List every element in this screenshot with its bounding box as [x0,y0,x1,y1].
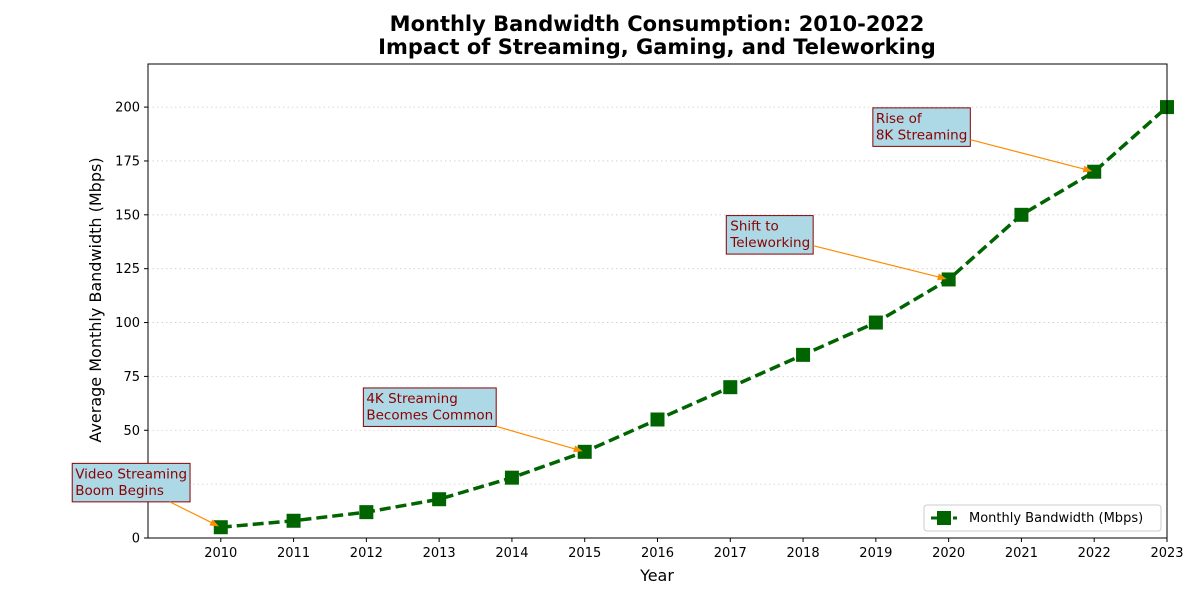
y-tick-label: 100 [115,316,140,331]
annotation-box [71,462,191,503]
annotation-text-line: 4K Streaming [366,391,457,407]
y-axis-label: Average Monthly Bandwidth (Mbps) [86,157,105,442]
series-layer [213,100,1174,535]
legend-label: Monthly Bandwidth (Mbps) [969,511,1143,526]
annotation: 4K Streaming Becomes Common [362,387,497,427]
legend-marker-swatch [937,511,951,525]
y-tick-label: 125 [115,262,140,277]
annotation-text-line: Teleworking [729,235,810,251]
annotation-arrowhead [937,273,947,281]
x-tick-label: 2019 [859,546,892,561]
x-axis-label: Year [639,566,674,585]
series-line [220,105,1169,529]
x-tick-label: 2016 [641,546,674,561]
data-point-marker [577,444,592,459]
annotation-text-line: Shift to [730,219,779,235]
grid-lines [148,106,1167,485]
legend: Monthly Bandwidth (Mbps) [923,504,1162,532]
annotation-box [362,387,497,427]
x-tick-label: 2012 [350,546,383,561]
x-tick-label: 2023 [1150,546,1183,561]
x-tick-label: 2014 [495,546,528,561]
x-tick-label: 2011 [277,546,310,561]
annotation-box [872,107,971,147]
x-tick-label: 2021 [1005,546,1038,561]
plot-area-frame [147,63,1168,539]
annotation-arrowhead [209,519,219,527]
y-tick-label: 150 [115,208,140,223]
chart-title-line-1: Monthly Bandwidth Consumption: 2010-2022 [390,12,925,36]
annotation: Rise of 8K Streaming [872,107,971,147]
x-tick-label: 2013 [423,546,456,561]
x-tick-label: 2010 [204,546,237,561]
y-tick-label: 0 [132,532,140,547]
data-point-marker [1087,164,1102,179]
annotation-arrow [970,139,1086,171]
x-tick-label: 2017 [714,546,747,561]
x-tick-label: 2022 [1078,546,1111,561]
annotation: Shift to Teleworking [725,215,814,255]
data-point-marker [723,380,738,395]
annotations: Video Streaming Boom Begins 4K Streaming Be… [71,107,1093,527]
y-tick-label: 75 [123,370,140,385]
data-point-marker [432,492,447,507]
annotation-text-line: Video Streaming [75,466,187,482]
annotation-arrow [813,245,941,278]
annotation-text-line: Rise of [876,111,923,127]
data-point-marker [213,520,228,535]
data-point-marker [941,272,956,287]
annotation-text-line: Becomes Common [366,407,493,423]
data-point-marker [359,505,374,520]
data-point-marker [504,470,519,485]
annotation-text-line: Boom Begins [75,483,164,499]
annotation-text: Rise of 8K Streaming [876,111,967,144]
data-point-marker [286,513,301,528]
annotation-text: 4K Streaming Becomes Common [366,391,493,424]
data-point-marker [650,412,665,427]
annotation-text: Shift to Teleworking [729,219,810,252]
chart-title-line-2: Impact of Streaming, Gaming, and Telewor… [378,35,936,59]
data-point-marker [1014,207,1029,222]
annotation-box [725,215,814,255]
axis-ticks: 2010 2011 2012 2013 2014 2015 2016 2017 2018 2019… [115,101,1183,561]
y-tick-label: 175 [115,154,140,169]
x-tick-label: 2020 [932,546,965,561]
annotation-arrow [496,425,577,450]
annotation-arrowhead [1082,165,1093,173]
data-point-marker [868,315,883,330]
legend-box [923,504,1162,532]
data-point-marker [796,347,811,362]
annotation-text-line: 8K Streaming [876,127,967,143]
annotation: Video Streaming Boom Begins [71,462,191,503]
y-tick-label: 200 [115,101,140,116]
annotation-arrow [169,501,213,524]
annotation-arrowhead [573,445,583,453]
x-tick-label: 2018 [787,546,820,561]
annotation-text: Video Streaming Boom Begins [75,466,187,499]
x-tick-label: 2015 [568,546,601,561]
y-tick-label: 50 [123,424,140,439]
